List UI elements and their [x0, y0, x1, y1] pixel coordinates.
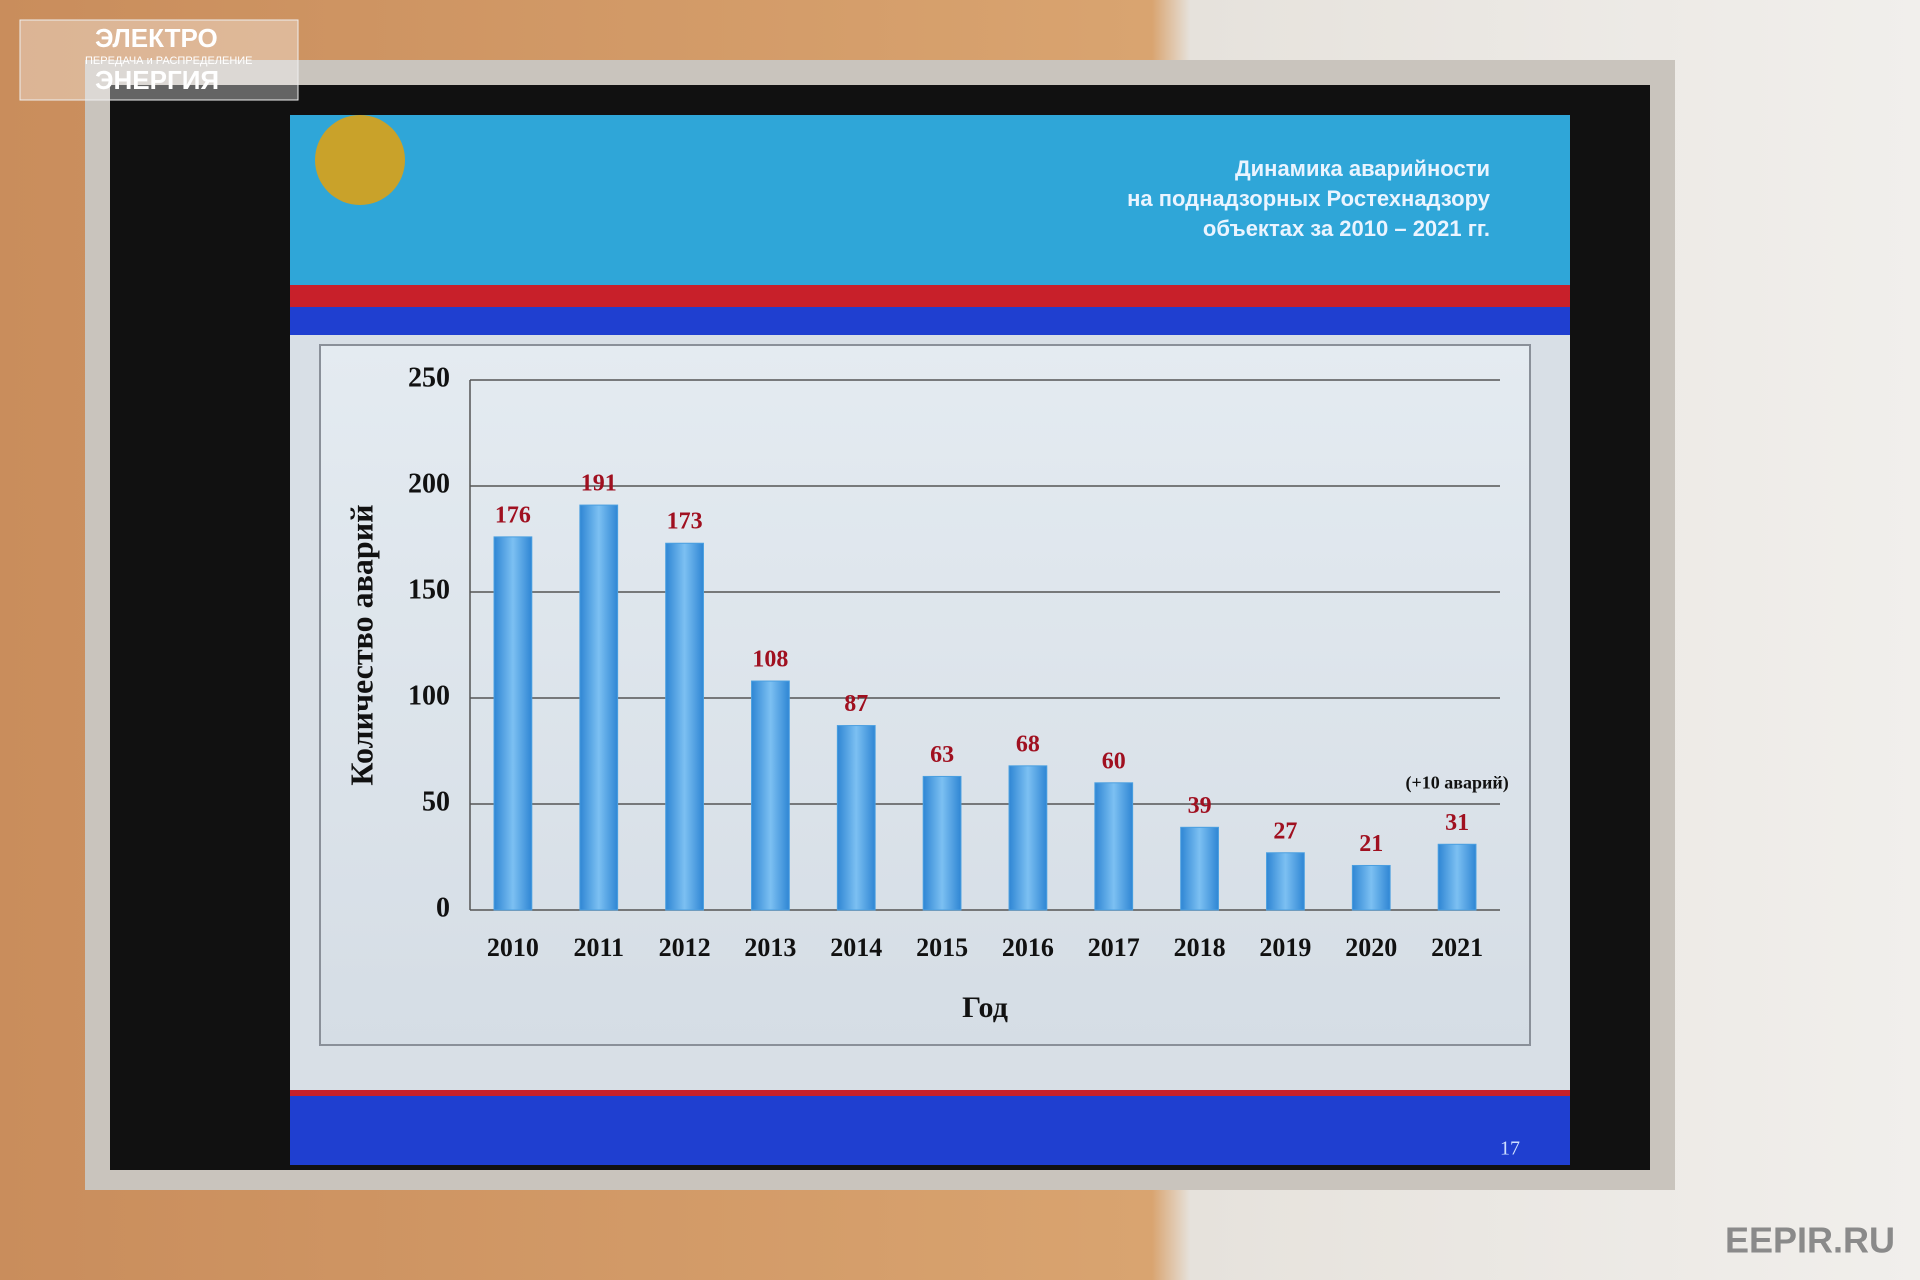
value-label: 60: [1102, 748, 1126, 774]
x-tick-label: 2021: [1431, 933, 1483, 962]
annotation: (+10 аварий): [1405, 772, 1508, 793]
value-label: 63: [930, 742, 954, 768]
x-tick-label: 2018: [1174, 933, 1226, 962]
footer-band: [290, 1095, 1570, 1165]
logo-text: ЭНЕРГИЯ: [95, 65, 219, 95]
bar: [922, 775, 962, 911]
bar: [493, 536, 533, 911]
x-tick-label: 2017: [1088, 933, 1140, 962]
logo-text: ЭЛЕКТРО: [95, 23, 218, 53]
x-tick-label: 2012: [659, 933, 711, 962]
value-label: 39: [1188, 793, 1212, 819]
x-tick-label: 2016: [1002, 933, 1054, 962]
page-number: 17: [1500, 1138, 1520, 1160]
bar: [1094, 782, 1134, 911]
emblem: [315, 115, 405, 205]
bar: [1351, 864, 1391, 911]
logo-text: ПЕРЕДАЧА и РАСПРЕДЕЛЕНИЕ: [85, 55, 253, 67]
y-tick-label: 50: [422, 786, 450, 817]
x-tick-label: 2013: [744, 933, 796, 962]
bar: [751, 680, 790, 911]
bar: [1266, 852, 1305, 911]
value-label: 68: [1016, 731, 1040, 757]
value-label: 21: [1359, 831, 1383, 857]
x-axis-label: Год: [962, 991, 1008, 1024]
x-tick-label: 2020: [1345, 933, 1397, 962]
bar: [1008, 765, 1048, 911]
value-label: 176: [495, 502, 531, 528]
value-label: 27: [1273, 818, 1297, 844]
slide-title: объектах за 2010 – 2021 гг.: [1203, 216, 1490, 241]
footer-stripe: [290, 1090, 1570, 1096]
value-label: 31: [1445, 810, 1469, 836]
header-stripe: [290, 307, 1570, 335]
bar: [836, 725, 876, 911]
x-tick-label: 2019: [1259, 933, 1311, 962]
logo: [19, 19, 299, 101]
y-tick-label: 100: [408, 680, 450, 711]
x-tick-label: 2015: [916, 933, 968, 962]
y-tick-label: 250: [408, 362, 450, 393]
header-band: [290, 115, 1570, 285]
value-label: 108: [752, 647, 788, 673]
x-tick-label: 2011: [573, 933, 624, 962]
value-label: 173: [667, 509, 703, 535]
value-label: 87: [844, 691, 868, 717]
bar: [1180, 826, 1219, 911]
x-tick-label: 2014: [830, 933, 882, 962]
y-axis-label: Количество аварий: [343, 504, 379, 785]
bar: [1437, 843, 1477, 911]
y-tick-label: 0: [436, 892, 450, 923]
bar: [579, 504, 619, 911]
header-stripe: [290, 285, 1570, 307]
y-tick-label: 200: [408, 468, 450, 499]
x-tick-label: 2010: [487, 933, 539, 962]
y-tick-label: 150: [408, 574, 450, 605]
slide-title: Динамика аварийности: [1235, 156, 1490, 181]
slide-title: на поднадзорных Ростехнадзору: [1127, 186, 1491, 211]
bar: [665, 542, 704, 911]
value-label: 191: [581, 471, 617, 497]
site-watermark: EEPIR.RU: [1725, 1220, 1895, 1261]
